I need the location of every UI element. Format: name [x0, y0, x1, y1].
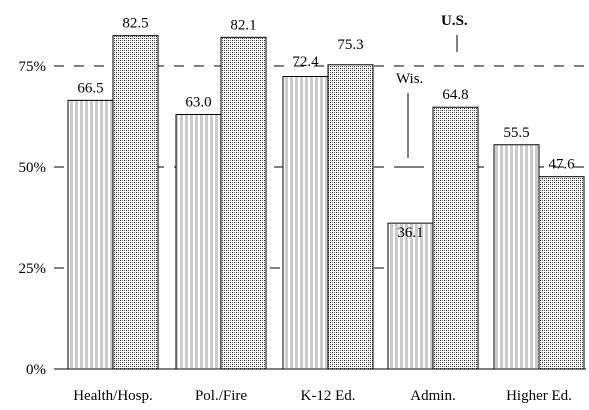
x-axis: Health/Hosp. Pol./Fire K-12 Ed. Admin. Highe… [73, 388, 572, 404]
bar-wis [493, 144, 540, 370]
data-labels: 66.5 82.5 63.0 82.1 72.4 75.3 36.1 64.8 55.5 47.6 [77, 16, 575, 241]
y-tick-label: 25% [19, 261, 47, 277]
data-label: 72.4 [292, 54, 319, 70]
category-label: Health/Hosp. [73, 388, 153, 404]
data-label: 36.1 [397, 225, 423, 241]
data-label: 82.5 [122, 16, 148, 32]
data-label: 47.6 [548, 157, 575, 173]
bar-us [112, 35, 159, 370]
bar-wis [282, 76, 329, 370]
bars [67, 35, 585, 370]
legend-us-label: U.S. [441, 13, 468, 29]
data-label: 64.8 [442, 87, 468, 103]
bar-us [327, 64, 374, 370]
data-label: 66.5 [77, 80, 103, 96]
legend: U.S. Wis. [396, 13, 468, 168]
category-label: Admin. [410, 388, 455, 404]
category-label: Higher Ed. [506, 388, 572, 404]
category-label: Pol./Fire [195, 388, 247, 404]
data-label: 82.1 [230, 17, 256, 33]
bar-us [220, 36, 267, 370]
bar-wis [67, 99, 114, 370]
y-tick-label: 0% [26, 362, 46, 378]
bar-wis [175, 113, 222, 370]
data-label: 55.5 [503, 125, 529, 141]
category-label: K-12 Ed. [301, 388, 356, 404]
legend-wis-label: Wis. [396, 71, 423, 87]
y-axis: 0% 25% 50% 75% [19, 59, 60, 378]
data-label: 75.3 [337, 37, 363, 53]
data-label: 63.0 [185, 94, 211, 110]
y-tick-label: 75% [19, 59, 47, 75]
bar-wis [387, 222, 434, 370]
bar-us [432, 106, 479, 370]
y-tick-label: 50% [19, 160, 47, 176]
bar-us [538, 176, 585, 370]
